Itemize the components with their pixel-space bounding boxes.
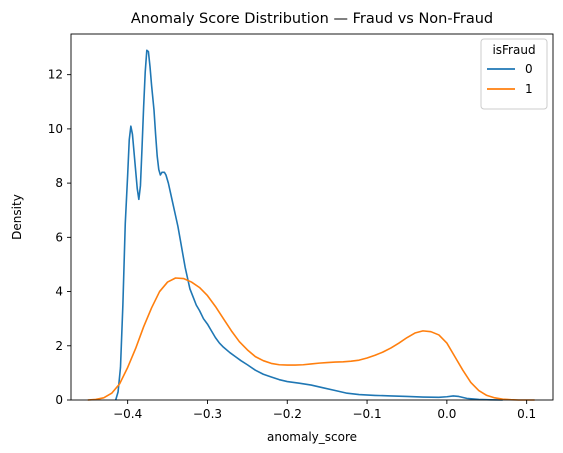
plot-frame bbox=[70, 33, 554, 401]
series-line-0 bbox=[114, 49, 503, 401]
y-tick-label: 4 bbox=[55, 285, 63, 299]
x-tick-label: 0.1 bbox=[517, 407, 536, 421]
y-tick-label: 12 bbox=[48, 68, 63, 82]
x-tick-label: −0.1 bbox=[352, 407, 381, 421]
y-axis-label: Density bbox=[10, 194, 24, 240]
x-tick-label: −0.2 bbox=[273, 407, 302, 421]
plot-area bbox=[87, 49, 535, 401]
series-line-1 bbox=[87, 277, 535, 401]
legend-label-0: 0 bbox=[525, 62, 533, 76]
legend: isFraud 0 1 bbox=[480, 38, 548, 110]
x-tick-label: −0.4 bbox=[113, 407, 142, 421]
x-tick-label: 0.0 bbox=[437, 407, 456, 421]
y-tick-label: 10 bbox=[48, 122, 63, 136]
y-tick-label: 6 bbox=[55, 230, 63, 244]
legend-frame bbox=[480, 38, 548, 110]
chart-title: Anomaly Score Distribution — Fraud vs No… bbox=[131, 11, 493, 27]
y-tick-label: 2 bbox=[55, 339, 63, 353]
y-tick-label: 8 bbox=[55, 176, 63, 190]
x-axis-label: anomaly_score bbox=[267, 430, 357, 444]
y-tick-label: 0 bbox=[55, 393, 63, 407]
legend-title: isFraud bbox=[492, 43, 535, 57]
legend-label-1: 1 bbox=[525, 82, 533, 96]
x-tick-label: −0.3 bbox=[193, 407, 222, 421]
